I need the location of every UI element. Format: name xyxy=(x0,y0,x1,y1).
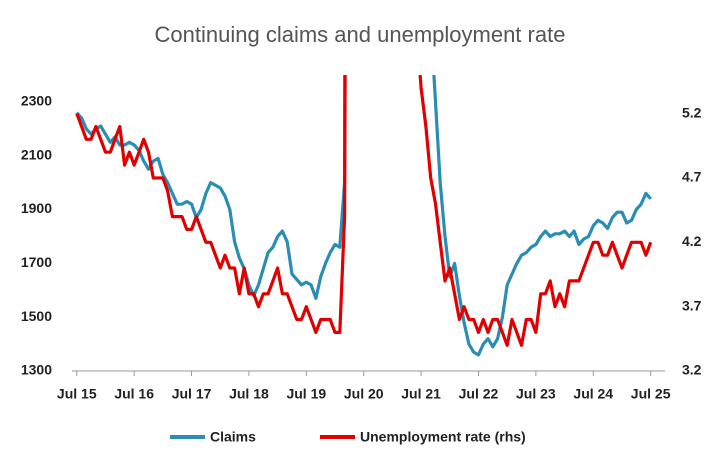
x-tick-label: Jul 16 xyxy=(114,386,154,402)
x-tick-label: Jul 20 xyxy=(344,386,384,402)
chart-title: Continuing claims and unemployment rate xyxy=(155,22,566,47)
y-tick-label: 2100 xyxy=(21,146,52,162)
y2-tick-label: 3.2 xyxy=(682,362,702,378)
y2-tick-label: 4.2 xyxy=(682,233,702,249)
y2-tick-label: 4.7 xyxy=(682,169,702,185)
y-tick-label: 1900 xyxy=(21,200,52,216)
y-tick-label: 1500 xyxy=(21,308,52,324)
x-tick-label: Jul 21 xyxy=(401,386,441,402)
series-line xyxy=(75,75,652,357)
x-tick-label: Jul 15 xyxy=(57,386,97,402)
y-tick-label: 1300 xyxy=(21,362,52,378)
x-tick-label: Jul 18 xyxy=(229,386,269,402)
x-tick-label: Jul 19 xyxy=(286,386,326,402)
x-tick-label: Jul 22 xyxy=(459,386,499,402)
x-tick-label: Jul 24 xyxy=(573,386,613,402)
legend-label: Unemployment rate (rhs) xyxy=(360,429,526,445)
series-line xyxy=(75,75,653,347)
y-tick-label: 2300 xyxy=(21,93,52,109)
x-tick-label: Jul 25 xyxy=(631,386,671,402)
legend-label: Claims xyxy=(210,429,256,445)
y2-tick-label: 3.7 xyxy=(682,297,702,313)
y2-tick-label: 5.2 xyxy=(682,104,702,120)
y-tick-label: 1700 xyxy=(21,254,52,270)
x-tick-label: Jul 17 xyxy=(172,386,212,402)
x-tick-label: Jul 23 xyxy=(516,386,556,402)
